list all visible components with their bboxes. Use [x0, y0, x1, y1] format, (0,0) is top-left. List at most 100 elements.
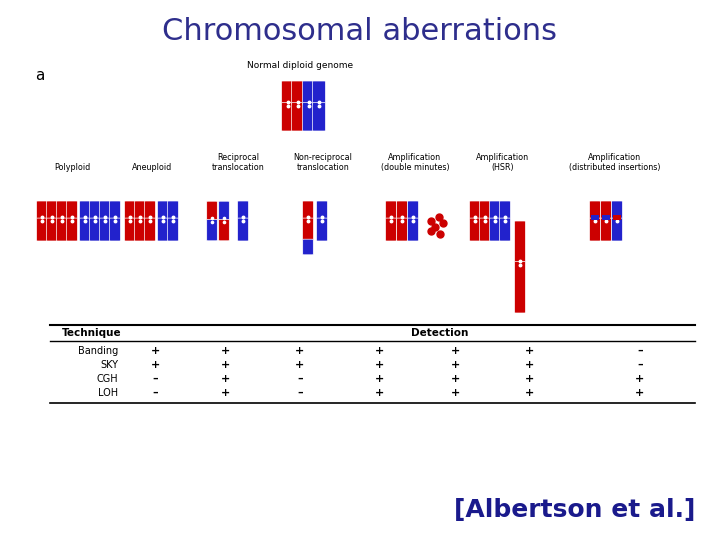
Text: Chromosomal aberrations: Chromosomal aberrations [163, 17, 557, 46]
FancyBboxPatch shape [79, 201, 91, 220]
Text: LOH: LOH [98, 388, 118, 398]
Bar [613, 215, 621, 220]
FancyBboxPatch shape [145, 218, 156, 241]
Text: +: + [220, 388, 230, 398]
FancyBboxPatch shape [480, 201, 490, 220]
FancyBboxPatch shape [469, 201, 480, 220]
FancyBboxPatch shape [292, 103, 305, 131]
FancyBboxPatch shape [66, 201, 78, 220]
FancyBboxPatch shape [397, 201, 408, 220]
Bar [602, 215, 610, 220]
FancyBboxPatch shape [47, 201, 58, 220]
Text: +: + [220, 374, 230, 384]
Text: Banding: Banding [78, 346, 118, 356]
FancyBboxPatch shape [385, 218, 397, 241]
Text: Reciprocal
translocation: Reciprocal translocation [212, 153, 264, 172]
FancyBboxPatch shape [515, 261, 526, 313]
FancyBboxPatch shape [302, 103, 315, 131]
FancyBboxPatch shape [500, 201, 510, 220]
Text: +: + [451, 360, 459, 370]
Text: +: + [526, 388, 535, 398]
FancyBboxPatch shape [219, 201, 229, 221]
Text: [Albertson et al.]: [Albertson et al.] [454, 498, 695, 522]
Text: +: + [220, 346, 230, 356]
FancyBboxPatch shape [168, 218, 179, 241]
Text: Amplification
(double minutes): Amplification (double minutes) [381, 153, 449, 172]
Text: +: + [295, 346, 305, 356]
FancyBboxPatch shape [109, 218, 120, 241]
FancyBboxPatch shape [238, 201, 248, 220]
Text: +: + [150, 360, 160, 370]
FancyBboxPatch shape [600, 201, 611, 220]
Text: +: + [451, 374, 459, 384]
Text: +: + [375, 346, 384, 356]
FancyBboxPatch shape [469, 218, 480, 241]
FancyBboxPatch shape [238, 218, 248, 241]
FancyBboxPatch shape [590, 201, 600, 220]
Text: +: + [526, 374, 535, 384]
FancyBboxPatch shape [79, 218, 91, 241]
Text: +: + [375, 360, 384, 370]
FancyBboxPatch shape [135, 218, 145, 241]
Text: Non-reciprocal
translocation: Non-reciprocal translocation [294, 153, 352, 172]
FancyBboxPatch shape [611, 218, 623, 241]
Text: Amplification
(HSR): Amplification (HSR) [477, 153, 530, 172]
Text: +: + [635, 388, 644, 398]
FancyBboxPatch shape [302, 201, 313, 220]
Text: +: + [526, 360, 535, 370]
Text: CGH: CGH [96, 374, 118, 384]
Text: Normal diploid genome: Normal diploid genome [247, 61, 353, 70]
FancyBboxPatch shape [397, 218, 408, 241]
FancyBboxPatch shape [158, 218, 168, 241]
FancyBboxPatch shape [317, 218, 328, 241]
FancyBboxPatch shape [408, 201, 418, 220]
FancyBboxPatch shape [490, 218, 500, 241]
FancyBboxPatch shape [312, 103, 325, 131]
FancyBboxPatch shape [125, 218, 135, 241]
FancyBboxPatch shape [302, 81, 315, 105]
Text: –: – [637, 346, 643, 356]
FancyBboxPatch shape [145, 201, 156, 220]
FancyBboxPatch shape [89, 218, 101, 241]
FancyBboxPatch shape [282, 103, 294, 131]
FancyBboxPatch shape [302, 218, 313, 241]
Text: Aneuploid: Aneuploid [132, 163, 172, 172]
FancyBboxPatch shape [490, 201, 500, 220]
FancyBboxPatch shape [302, 239, 313, 255]
Text: –: – [637, 360, 643, 370]
FancyBboxPatch shape [135, 201, 145, 220]
Text: +: + [375, 388, 384, 398]
Text: –: – [297, 388, 303, 398]
FancyBboxPatch shape [56, 201, 68, 220]
FancyBboxPatch shape [37, 218, 48, 241]
Text: Technique: Technique [62, 328, 122, 338]
Text: –: – [152, 374, 158, 384]
Text: +: + [635, 374, 644, 384]
FancyBboxPatch shape [408, 218, 418, 241]
Text: a: a [35, 68, 45, 83]
Text: Detection: Detection [411, 328, 469, 338]
FancyBboxPatch shape [56, 218, 68, 241]
FancyBboxPatch shape [611, 201, 623, 220]
FancyBboxPatch shape [125, 201, 135, 220]
FancyBboxPatch shape [385, 201, 397, 220]
FancyBboxPatch shape [66, 218, 78, 241]
Text: SKY: SKY [100, 360, 118, 370]
FancyBboxPatch shape [590, 218, 600, 241]
FancyBboxPatch shape [168, 201, 179, 220]
FancyBboxPatch shape [207, 219, 217, 241]
FancyBboxPatch shape [317, 201, 328, 220]
Text: +: + [375, 374, 384, 384]
FancyBboxPatch shape [500, 218, 510, 241]
Text: +: + [526, 346, 535, 356]
FancyBboxPatch shape [600, 218, 611, 241]
Bar [591, 215, 599, 220]
FancyBboxPatch shape [99, 201, 110, 220]
Text: Amplification
(distributed insertions): Amplification (distributed insertions) [570, 153, 661, 172]
FancyBboxPatch shape [312, 81, 325, 105]
FancyBboxPatch shape [515, 221, 526, 264]
FancyBboxPatch shape [47, 218, 58, 241]
FancyBboxPatch shape [109, 201, 120, 220]
Text: +: + [451, 346, 459, 356]
FancyBboxPatch shape [89, 201, 101, 220]
